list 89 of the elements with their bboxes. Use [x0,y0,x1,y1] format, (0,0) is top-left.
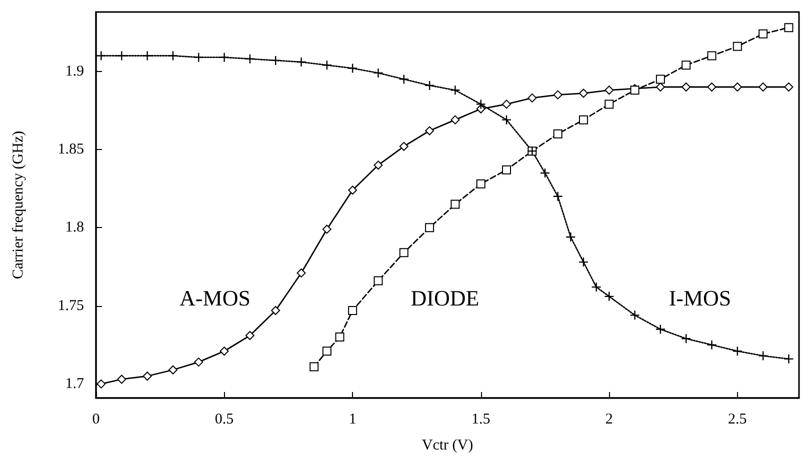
point [348,186,358,195]
point [399,248,408,258]
x-tick-label: 2.5 [728,412,747,428]
point [706,340,717,350]
point [501,114,512,125]
point [732,82,742,92]
point [476,99,486,110]
point [682,82,691,92]
y-tick-label: 1.9 [65,63,84,80]
point [528,93,537,102]
point [707,82,716,92]
point [502,100,512,109]
point [578,115,588,124]
point [425,223,434,232]
point [681,334,692,344]
x-axis-title: Vctr (V) [422,438,474,454]
point [604,86,614,95]
point [476,179,486,188]
x-tick-label: 0 [92,412,100,428]
y-tick-label: 1.75 [58,298,84,314]
point [373,68,384,78]
point [322,224,332,234]
point [450,115,460,124]
point [758,350,768,361]
point [322,60,332,70]
point [604,100,614,109]
point [578,88,588,98]
point [271,306,280,315]
y-tick-label: 1.85 [58,142,84,158]
point [591,282,602,292]
x-tick-label: 1 [348,412,356,428]
y-axis-title: Carrier frequency (GHz) [10,130,26,280]
point [758,82,768,92]
point [347,63,358,74]
point [142,50,152,61]
series-label: A-MOS [180,286,250,310]
point [348,306,358,315]
point [450,200,460,209]
point [310,362,319,372]
point [553,129,562,138]
point [245,330,254,340]
x-tick-label: 2 [605,412,613,428]
point [630,310,640,320]
point [398,74,409,84]
point [566,232,576,242]
point [784,82,794,92]
point [220,346,229,356]
point [270,55,281,66]
point [540,168,550,178]
point [374,276,383,286]
point [552,191,563,202]
series-label: I-MOS [668,286,732,310]
y-tick-label: 1.7 [65,376,84,392]
point [707,51,716,60]
point [758,29,768,38]
point [219,52,230,62]
point [553,90,562,100]
point [96,50,106,61]
x-tick-label: 0.5 [214,412,234,428]
point [578,256,589,268]
point [424,80,435,91]
point [374,160,383,170]
point [335,332,344,342]
y-tick-label: 1.8 [65,220,84,236]
point [732,346,743,356]
point [142,372,152,381]
x-tick-label: 1.5 [471,412,490,428]
point [682,60,691,70]
point [655,324,666,334]
point [244,54,256,64]
point [117,374,126,384]
point [194,358,204,367]
point [604,291,614,302]
point [425,126,434,136]
series-label: DIODE [410,286,480,310]
point [399,142,408,151]
point [784,23,794,32]
point [116,50,127,61]
point [450,85,460,96]
point [656,74,665,84]
point [296,268,306,278]
point [194,52,204,62]
point [296,56,306,68]
point [784,354,794,364]
point [732,42,742,51]
point [502,165,512,174]
point [322,346,332,356]
point [656,82,665,92]
point [168,365,178,374]
